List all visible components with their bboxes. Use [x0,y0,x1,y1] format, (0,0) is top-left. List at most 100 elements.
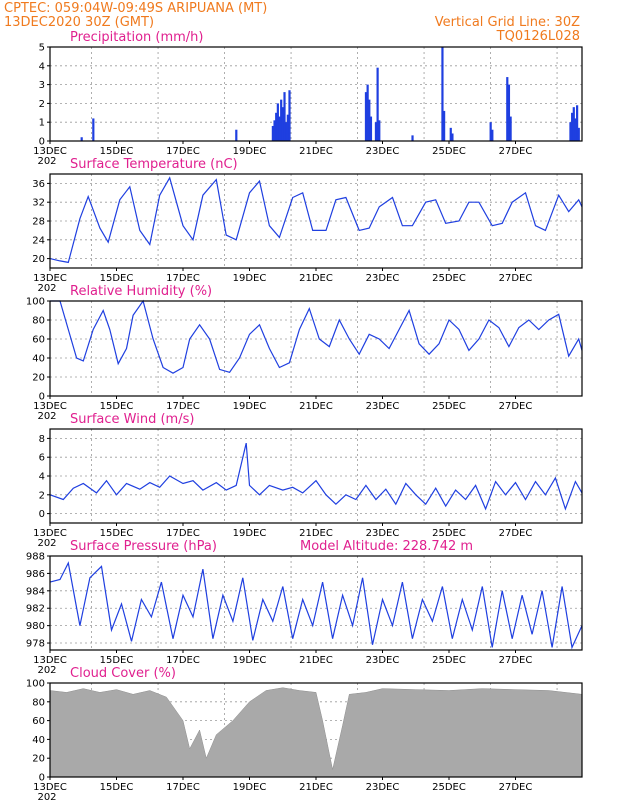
precip-bar [411,135,414,141]
y-tick-label: 2 [39,99,45,110]
location-header: CPTEC: 059:04W-09:49S ARIPUANA (MT) [4,1,267,16]
humidity-series-line [50,299,583,374]
x-tick-label: 21DEC [299,655,333,666]
precip-bar [235,129,238,141]
model-code: TQ0126L028 [496,29,580,44]
y-tick-label: 80 [32,697,45,708]
precip-bar [288,90,291,141]
y-tick-label: 20 [32,754,45,765]
y-tick-label: 1 [39,118,45,129]
x-tick-label: 17DEC [166,401,200,412]
wind-title: Surface Wind (m/s) [70,412,194,427]
temperature-panel: Surface Temperature (nC) 20 24 28 32 36 13DEC 1… [32,157,583,294]
pressure-series-line [49,561,583,650]
cloud-cover-panel: Cloud Cover (%) 0 20 40 60 80 100 13DEC 15DEC 17D… [26,666,583,800]
x-tick-label: 19DEC [233,146,267,157]
x-tick-label: 15DEC [100,146,134,157]
y-tick-label: 40 [32,735,45,746]
precip-bar [92,118,95,141]
x-tick-label: 25DEC [432,146,466,157]
y-tick-label: 5 [39,43,45,54]
y-tick-label: 0 [39,509,45,520]
x-tick-label: 23DEC [366,782,400,793]
x-tick-label: 25DEC [432,273,466,284]
x-tick-label: 13DEC [33,528,67,539]
x-tick-label: 21DEC [299,273,333,284]
x-tick-label: 19DEC [233,782,267,793]
y-tick-label: 40 [32,354,45,365]
x-tick-label: 15DEC [100,528,134,539]
temperature-title: Surface Temperature (nC) [70,157,238,172]
y-tick-label: 36 [32,179,45,190]
x-tick-label: 27DEC [499,401,533,412]
x-tick-label: 27DEC [499,782,533,793]
x-tick-label: 23DEC [366,528,400,539]
precip-bar [368,99,371,141]
precip-bar [276,103,279,141]
x-tick-label: 13DEC [33,401,67,412]
cloud-cover-title: Cloud Cover (%) [70,666,176,681]
precip-bar [364,92,368,141]
x-tick-label: 21DEC [299,528,333,539]
y-tick-label: 100 [26,679,45,690]
y-tick-label: 0 [39,392,45,403]
x-tick-label: 21DEC [299,782,333,793]
precip-bar [489,122,492,141]
year-label: 202 [37,665,56,676]
precip-bar [574,118,577,141]
pressure-annotation: Model Altitude: 228.742 m [300,539,473,554]
precipitation-panel: Precipitation (mm/h) 0 1 2 3 4 5 13DEC 15DEC 17DE… [33,30,583,167]
x-tick-label: 23DEC [366,273,400,284]
year-label: 202 [37,411,56,422]
precip-bar [506,77,509,141]
x-tick-label: 27DEC [499,273,533,284]
x-tick-label: 13DEC [33,782,67,793]
precip-bar [376,67,379,141]
pressure-title: Surface Pressure (hPa) [70,539,217,554]
precip-bar [285,122,288,141]
y-tick-label: 3 [39,80,45,91]
precip-bar [283,92,286,141]
y-tick-label: 978 [26,639,45,650]
precip-bar [280,99,283,141]
precip-bar [577,127,580,141]
x-tick-label: 27DEC [499,146,533,157]
precip-bar [451,133,454,141]
x-tick-label: 17DEC [166,146,200,157]
precip-bar [273,120,276,141]
precip-bar [571,112,574,141]
y-tick-label: 100 [26,297,45,308]
y-tick-label: 20 [32,254,45,265]
x-tick-label: 19DEC [233,655,267,666]
year-label: 202 [37,538,56,549]
y-tick-label: 60 [32,335,45,346]
header: CPTEC: 059:04W-09:49S ARIPUANA (MT) 13DE… [4,1,580,44]
precip-bar [278,116,281,141]
y-tick-label: 28 [32,217,45,228]
y-tick-label: 20 [32,373,45,384]
y-tick-label: 988 [26,552,45,563]
humidity-frame [49,300,583,397]
x-tick-label: 15DEC [100,782,134,793]
precip-bar [286,114,289,141]
x-tick-label: 17DEC [166,655,200,666]
y-tick-label: 6 [39,453,45,464]
y-tick-label: 8 [39,434,45,445]
x-tick-label: 19DEC [233,401,267,412]
x-tick-label: 15DEC [100,655,134,666]
y-tick-label: 4 [39,61,45,72]
precip-bar [507,84,511,141]
x-tick-label: 27DEC [499,655,533,666]
x-tick-label: 25DEC [432,401,466,412]
y-tick-label: 2 [39,490,45,501]
run-datetime: 13DEC2020 30Z (GMT) [4,15,154,30]
precip-bar [572,107,575,141]
precip-bar [366,84,369,141]
y-tick-label: 0 [39,137,45,148]
x-tick-label: 13DEC [33,273,67,284]
x-tick-label: 23DEC [366,401,400,412]
year-label: 202 [37,283,56,294]
x-tick-label: 19DEC [233,273,267,284]
y-tick-label: 984 [26,586,45,597]
